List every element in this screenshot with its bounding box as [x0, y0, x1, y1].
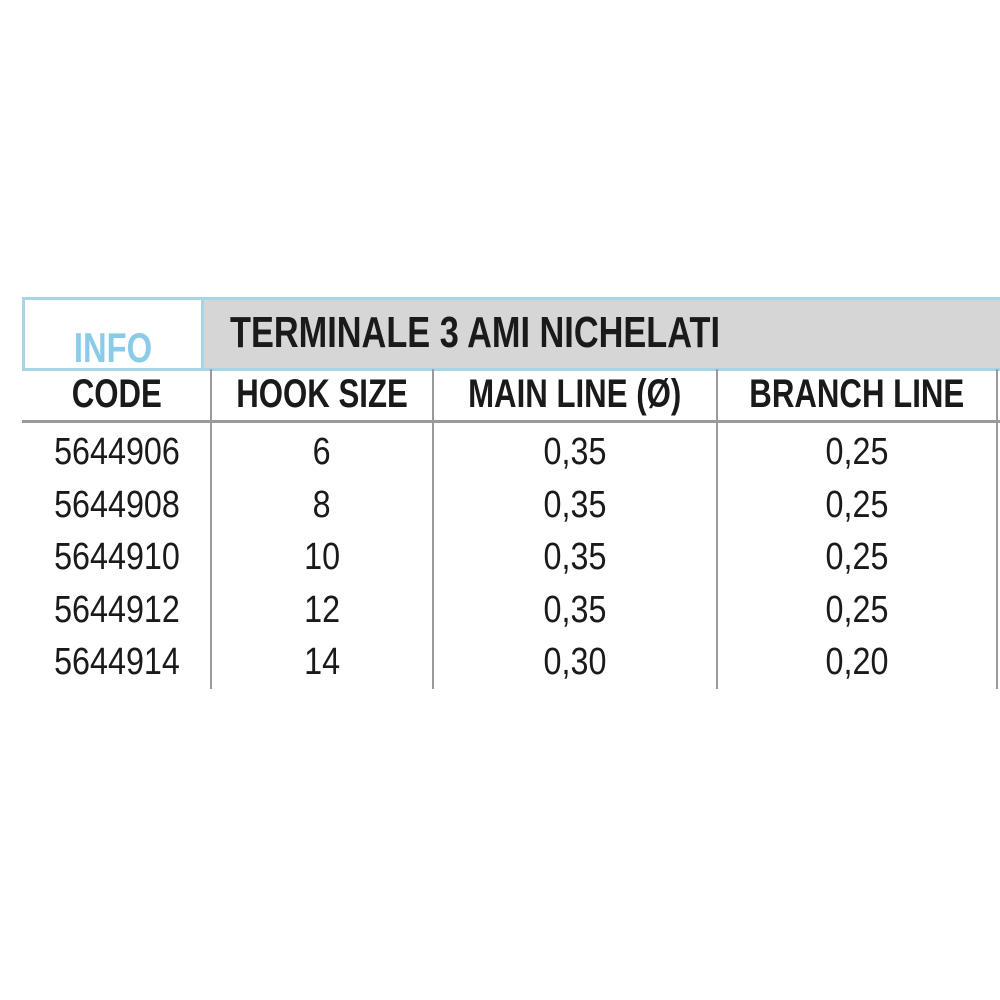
column-header-text: MAIN LINE (Ø)	[468, 372, 682, 416]
table-cell: 5644910	[22, 536, 211, 586]
product-title-text: TERMINALE 3 AMI NICHELATI	[230, 308, 720, 357]
table-cell: 5644914	[22, 641, 211, 691]
table-cell-text: 0,20	[825, 641, 889, 683]
column-divider	[716, 369, 718, 689]
column-header-text: HOOK SIZE	[236, 372, 408, 416]
column-divider	[996, 369, 998, 689]
column-header: BRANCH LINE	[717, 372, 997, 420]
table-cell: 0,35	[433, 589, 717, 639]
column-divider	[210, 369, 212, 689]
table-cell-text: 5644912	[53, 588, 180, 631]
table-cell: 12	[211, 589, 433, 639]
table-cell-text: 5644908	[53, 483, 180, 526]
table-cell: 0,25	[717, 431, 997, 481]
table-cell-text: 0,25	[825, 536, 889, 578]
table-cell: 0,30	[433, 641, 717, 691]
table-cell-text: 8	[313, 483, 331, 526]
table-cell: 0,35	[433, 536, 717, 586]
table-cell-text: 12	[304, 588, 340, 631]
info-label-text: INFO	[73, 324, 153, 371]
table-cell-text: 0,35	[543, 536, 607, 578]
table-cell: 10	[211, 536, 433, 586]
table-cell: 5644906	[22, 431, 211, 481]
table-cell-text: 0,25	[825, 483, 889, 526]
table-cell-text: 10	[304, 536, 340, 578]
table-cell-text: 0,35	[543, 431, 607, 473]
column-header-text: CODE	[71, 372, 162, 416]
table-cell: 0,25	[717, 484, 997, 534]
info-box: INFO	[22, 297, 204, 371]
table-cell-text: 0,35	[543, 588, 607, 631]
table-cell-text: 0,25	[825, 588, 889, 631]
table-cell: 5644912	[22, 589, 211, 639]
product-title: TERMINALE 3 AMI NICHELATI	[230, 308, 858, 358]
column-header: CODE	[22, 372, 211, 420]
table-cell-text: 14	[304, 641, 340, 683]
table-cell-text: 0,25	[825, 431, 889, 473]
column-header-text: BRANCH LINE	[749, 372, 965, 416]
table-cell: 0,35	[433, 431, 717, 481]
table-cell-text: 5644906	[53, 431, 180, 473]
table-cell: 14	[211, 641, 433, 691]
table-cell: 8	[211, 484, 433, 534]
header-divider	[22, 420, 1000, 423]
table-cell-text: 0,35	[543, 483, 607, 526]
table-cell-text: 5644910	[53, 536, 180, 578]
column-divider	[432, 369, 434, 689]
column-header: HOOK SIZE	[211, 372, 433, 420]
table-cell: 6	[211, 431, 433, 481]
table-cell: 0,35	[433, 484, 717, 534]
column-header: MAIN LINE (Ø)	[433, 372, 717, 420]
table-cell: 0,25	[717, 589, 997, 639]
table-cell: 0,25	[717, 536, 997, 586]
table-cell-text: 6	[313, 431, 331, 473]
table-cell: 5644908	[22, 484, 211, 534]
table-cell-text: 5644914	[53, 641, 180, 683]
table-cell: 0,20	[717, 641, 997, 691]
table-cell-text: 0,30	[543, 641, 607, 683]
